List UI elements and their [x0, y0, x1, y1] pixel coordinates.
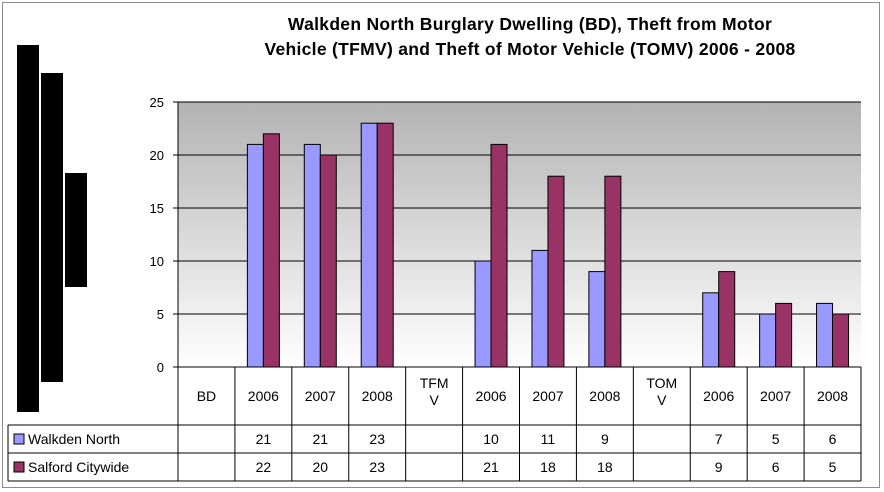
category-label: 2007: [305, 388, 336, 404]
table-value: 23: [369, 459, 385, 475]
table-value: 23: [369, 431, 385, 447]
plot-area: [178, 102, 861, 367]
category-label: 2007: [532, 388, 563, 404]
table-value: 20: [313, 459, 329, 475]
table-value: 6: [772, 459, 780, 475]
category-label: 2008: [362, 388, 393, 404]
bar-salford-citywide: [604, 175, 622, 368]
bar-salford-citywide: [490, 143, 508, 368]
category-label: TOM V: [646, 375, 677, 408]
bar-salford-citywide: [376, 122, 394, 368]
bar-salford-citywide: [547, 175, 565, 368]
y-tick-label: 5: [157, 307, 164, 322]
bar-walkden-north: [588, 271, 606, 368]
table-value: 22: [256, 459, 272, 475]
decorative-bar-middle: [41, 73, 63, 382]
category-label: 2006: [248, 388, 279, 404]
legend-label: Salford Citywide: [28, 459, 129, 475]
category-label: TFM V: [420, 375, 449, 408]
bar-salford-citywide: [262, 133, 280, 368]
bar-walkden-north: [816, 302, 834, 368]
table-value: 6: [829, 431, 837, 447]
legend-key: [13, 433, 25, 445]
y-tick-label: 20: [150, 148, 164, 163]
table-value: 9: [601, 431, 609, 447]
category-label: BD: [197, 388, 216, 404]
table-value: 18: [597, 459, 613, 475]
table-value: 21: [483, 459, 499, 475]
category-label: 2006: [475, 388, 506, 404]
bar-walkden-north: [360, 122, 378, 368]
bar-walkden-north: [246, 143, 264, 368]
table-value: 11: [541, 431, 556, 447]
bar-salford-citywide: [718, 271, 736, 368]
table-value: 7: [715, 431, 723, 447]
bar-walkden-north: [474, 260, 492, 368]
table-value: 9: [715, 459, 723, 475]
category-label: 2006: [703, 388, 734, 404]
table-value: 18: [540, 459, 556, 475]
legend-label: Walkden North: [28, 431, 120, 447]
table-value: 21: [256, 431, 272, 447]
y-tick-label: 10: [150, 254, 164, 269]
decorative-bar-left: [17, 45, 39, 412]
bar-walkden-north: [531, 249, 549, 368]
category-label: 2008: [589, 388, 620, 404]
bar-salford-citywide: [319, 154, 337, 368]
category-label: 2008: [817, 388, 848, 404]
y-tick-label: 15: [150, 201, 164, 216]
legend-key: [13, 461, 25, 473]
table-value: 21: [313, 431, 329, 447]
bar-walkden-north: [702, 292, 720, 368]
y-tick-label: 25: [150, 95, 164, 110]
table-value: 5: [829, 459, 837, 475]
bar-walkden-north: [759, 313, 777, 368]
table-value: 5: [772, 431, 780, 447]
bar-walkden-north: [303, 143, 321, 368]
bar-salford-citywide: [832, 313, 850, 368]
category-label: 2007: [760, 388, 791, 404]
y-tick-label: 0: [157, 360, 164, 375]
decorative-bar-right: [65, 173, 87, 287]
bar-salford-citywide: [775, 302, 793, 368]
table-value: 10: [483, 431, 499, 447]
chart-title: Walkden North Burglary Dwelling (BD), Th…: [264, 14, 796, 59]
